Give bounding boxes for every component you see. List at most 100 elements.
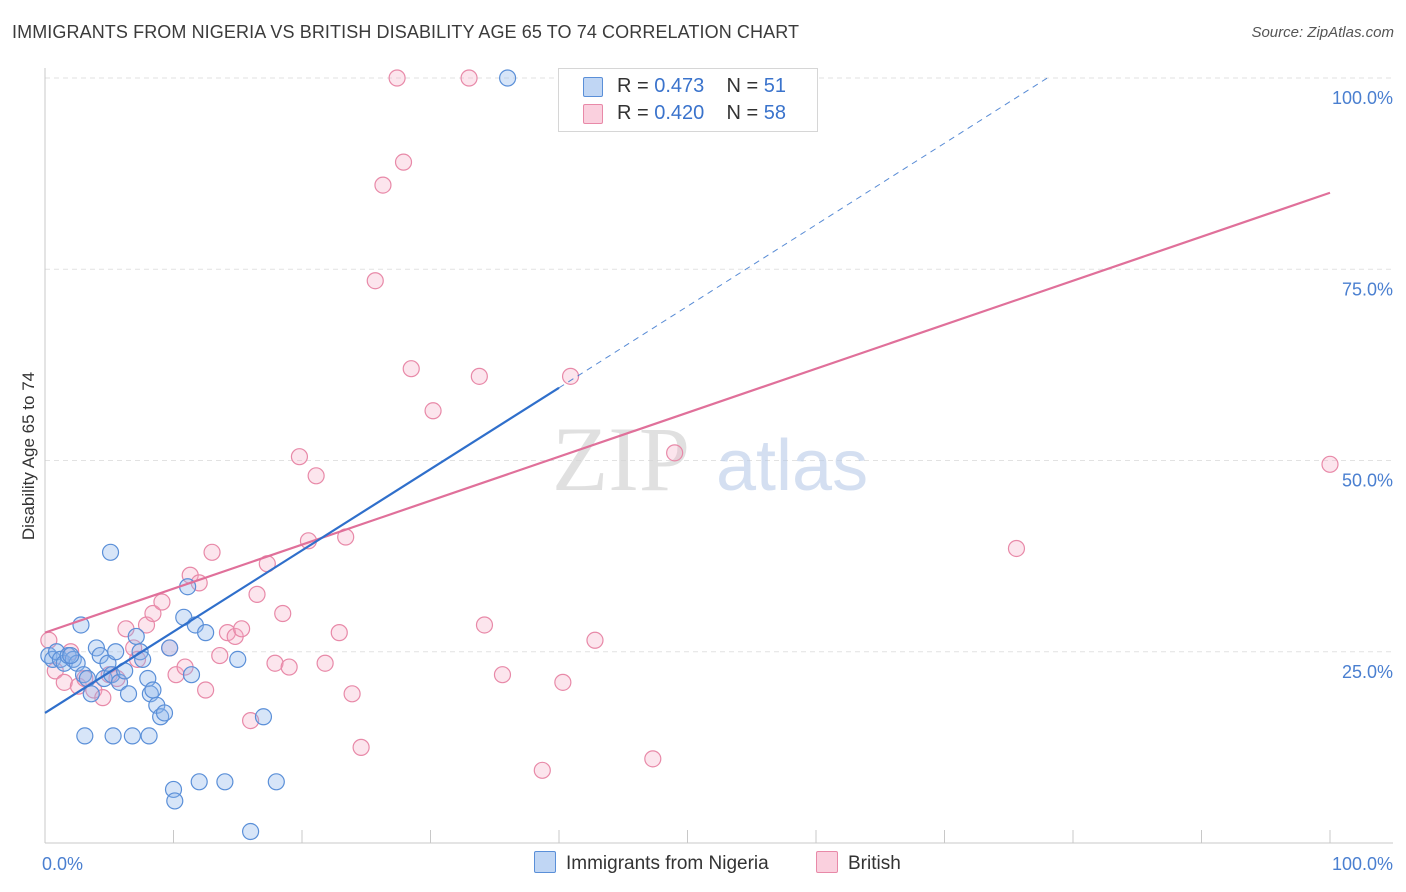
british-point	[266, 654, 284, 672]
nigeria-point	[254, 708, 273, 726]
nigeria-point	[140, 727, 158, 745]
british-point	[280, 658, 298, 676]
legend-swatch-blue	[583, 77, 603, 97]
british-point	[394, 153, 413, 171]
chart-source: Source: ZipAtlas.com	[1251, 24, 1394, 41]
nigeria-point	[267, 773, 285, 791]
chart-title: IMMIGRANTS FROM NIGERIA VS BRITISH DISAB…	[12, 22, 800, 42]
x-tick-label: 100.0%	[1332, 854, 1393, 874]
british-point	[1321, 455, 1339, 473]
british-point	[352, 738, 370, 756]
nigeria-trend-line	[44, 386, 560, 714]
british-point	[493, 666, 512, 684]
british-point	[274, 604, 292, 623]
legend-r-value: 0.420	[654, 102, 705, 124]
watermark-atlas: atlas	[716, 426, 868, 506]
legend-r-value: 0.473	[654, 75, 705, 97]
trend-lines	[44, 77, 1331, 714]
british-points	[40, 69, 1339, 779]
y-tick-label: 50.0%	[1342, 471, 1393, 491]
nigeria-point	[155, 704, 174, 722]
nigeria-trend-extension	[558, 77, 1048, 389]
british-point	[197, 681, 215, 699]
axes-layer	[44, 68, 1393, 844]
nigeria-point	[82, 685, 100, 703]
british-point	[55, 673, 73, 691]
series-legend: Immigrants from Nigeria British	[0, 851, 1406, 879]
nigeria-point	[127, 627, 145, 646]
british-point	[460, 69, 478, 87]
british-point	[307, 467, 325, 485]
british-point	[144, 604, 162, 623]
british-point	[644, 750, 662, 768]
nigeria-point	[101, 543, 120, 561]
nigeria-point	[144, 681, 162, 699]
british-point	[211, 646, 229, 665]
series-legend-label: British	[848, 853, 901, 874]
nigeria-point	[216, 773, 234, 791]
british-point	[388, 69, 406, 87]
british-point	[533, 761, 551, 779]
legend-n-label: N =	[726, 102, 764, 124]
legend-n-label: N =	[726, 75, 764, 97]
legend-r-label: R =	[617, 102, 655, 124]
y-tick-label: 100.0%	[1332, 88, 1393, 108]
british-point	[1007, 539, 1026, 558]
y-tick-label: 25.0%	[1342, 662, 1393, 682]
nigeria-point	[78, 669, 97, 688]
series-swatch-pink	[816, 851, 838, 873]
nigeria-point	[182, 666, 201, 684]
legend-n-value: 58	[763, 102, 787, 124]
y-tick-labels: 25.0% 50.0% 75.0% 100.0%	[1332, 88, 1393, 682]
british-point	[233, 620, 251, 638]
british-point	[470, 367, 488, 385]
british-trend-line	[44, 191, 1331, 634]
british-point	[248, 585, 266, 603]
legend-swatch-pink	[583, 104, 603, 124]
y-tick-label: 75.0%	[1342, 279, 1393, 299]
british-point	[402, 360, 420, 378]
british-point	[153, 593, 171, 611]
british-point	[290, 448, 309, 466]
correlation-legend: R = 0.473 N = 51 R = 0.420 N = 58	[558, 68, 818, 132]
british-point	[343, 685, 361, 703]
y-axis-label: Disability Age 65 to 74	[19, 372, 38, 540]
british-point	[475, 616, 494, 634]
british-point	[374, 176, 392, 194]
x-tick-label: 0.0%	[42, 854, 83, 874]
nigeria-point	[190, 773, 208, 791]
british-point	[203, 543, 221, 561]
nigeria-point	[242, 822, 260, 841]
nigeria-point	[119, 685, 138, 703]
series-legend-british[interactable]: British	[816, 851, 901, 877]
nigeria-point	[499, 69, 517, 87]
legend-n-value: 51	[763, 75, 787, 97]
nigeria-point	[123, 727, 141, 745]
grid-layer	[45, 77, 1393, 653]
british-point	[330, 624, 348, 642]
nigeria-points	[40, 69, 517, 841]
legend-r-label: R =	[617, 75, 655, 97]
nigeria-point	[197, 624, 215, 642]
nigeria-point	[76, 727, 94, 745]
series-legend-nigeria[interactable]: Immigrants from Nigeria	[534, 851, 769, 877]
series-legend-label: Immigrants from Nigeria	[566, 853, 769, 874]
nigeria-point	[166, 792, 184, 810]
watermark: ZIP atlas	[552, 408, 868, 510]
british-point	[666, 444, 684, 462]
british-point	[316, 654, 334, 672]
nigeria-point	[161, 639, 179, 657]
watermark-zip: ZIP	[552, 408, 690, 510]
british-point	[366, 272, 384, 290]
british-point	[586, 631, 604, 649]
nigeria-point	[62, 646, 80, 665]
british-point	[242, 711, 260, 730]
nigeria-point	[229, 650, 247, 669]
nigeria-point	[104, 727, 122, 745]
nigeria-point	[107, 643, 125, 661]
series-swatch-blue	[534, 851, 556, 873]
british-point	[561, 367, 580, 385]
x-tick-labels: 0.0% 100.0%	[42, 854, 1393, 874]
british-point	[554, 673, 572, 691]
